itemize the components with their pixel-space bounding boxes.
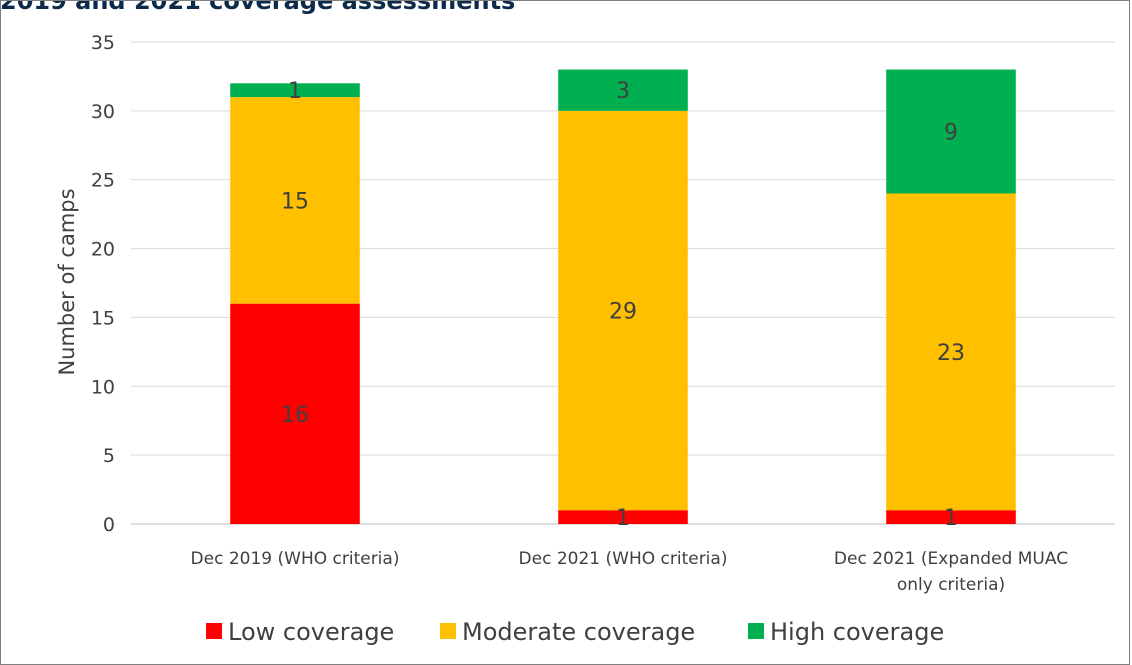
- x-tick-label: Dec 2021 (Expanded MUAC: [834, 549, 1068, 569]
- x-tick-label: Dec 2021 (WHO criteria): [519, 549, 728, 569]
- data-label: 15: [281, 189, 309, 214]
- data-labels: 16 15 1 1 29 3 1 23 9: [281, 79, 965, 531]
- bar-segment: [886, 510, 1016, 524]
- bar-segment: [886, 193, 1016, 511]
- chart-title: 2019 and 2021 coverage assessments: [0, 0, 516, 15]
- y-axis-label: Number of camps: [55, 188, 79, 375]
- legend-swatch: [748, 623, 764, 639]
- bars: [230, 69, 1016, 524]
- y-tick-label: 5: [103, 445, 115, 467]
- data-label: 23: [937, 341, 965, 366]
- bar-segment: [230, 97, 360, 304]
- y-tick-label: 0: [103, 514, 115, 536]
- bar-segment: [230, 303, 360, 524]
- data-label: 9: [944, 121, 958, 146]
- data-label: 1: [944, 506, 958, 531]
- legend-label: Low coverage: [228, 618, 394, 646]
- y-tick-label: 15: [91, 307, 115, 329]
- y-tick-label: 25: [91, 170, 115, 192]
- y-axis-ticks: 0 5 10 15 20 25 30 35: [91, 32, 115, 536]
- bar-segment: [558, 110, 688, 511]
- legend: Low coverage Moderate coverage High covera…: [206, 618, 944, 646]
- x-tick-label: Dec 2019 (WHO criteria): [191, 549, 400, 569]
- x-axis-ticks: Dec 2019 (WHO criteria) Dec 2021 (WHO cri…: [191, 549, 1069, 595]
- bar-segment: [558, 69, 688, 111]
- x-tick-label: only criteria): [897, 575, 1005, 595]
- legend-label: Moderate coverage: [462, 618, 695, 646]
- data-label: 29: [609, 300, 637, 325]
- legend-label: High coverage: [770, 618, 944, 646]
- data-label: 1: [288, 79, 302, 104]
- y-tick-label: 35: [91, 32, 115, 54]
- y-tick-label: 30: [91, 101, 115, 123]
- bar-segment: [558, 510, 688, 524]
- y-tick-label: 20: [91, 239, 115, 261]
- legend-swatch: [440, 623, 456, 639]
- data-label: 3: [616, 79, 630, 104]
- data-label: 16: [281, 403, 309, 428]
- data-label: 1: [616, 506, 630, 531]
- bar-segment: [230, 83, 360, 98]
- bar-segment: [886, 69, 1016, 194]
- legend-swatch: [206, 623, 222, 639]
- y-tick-label: 10: [91, 376, 115, 398]
